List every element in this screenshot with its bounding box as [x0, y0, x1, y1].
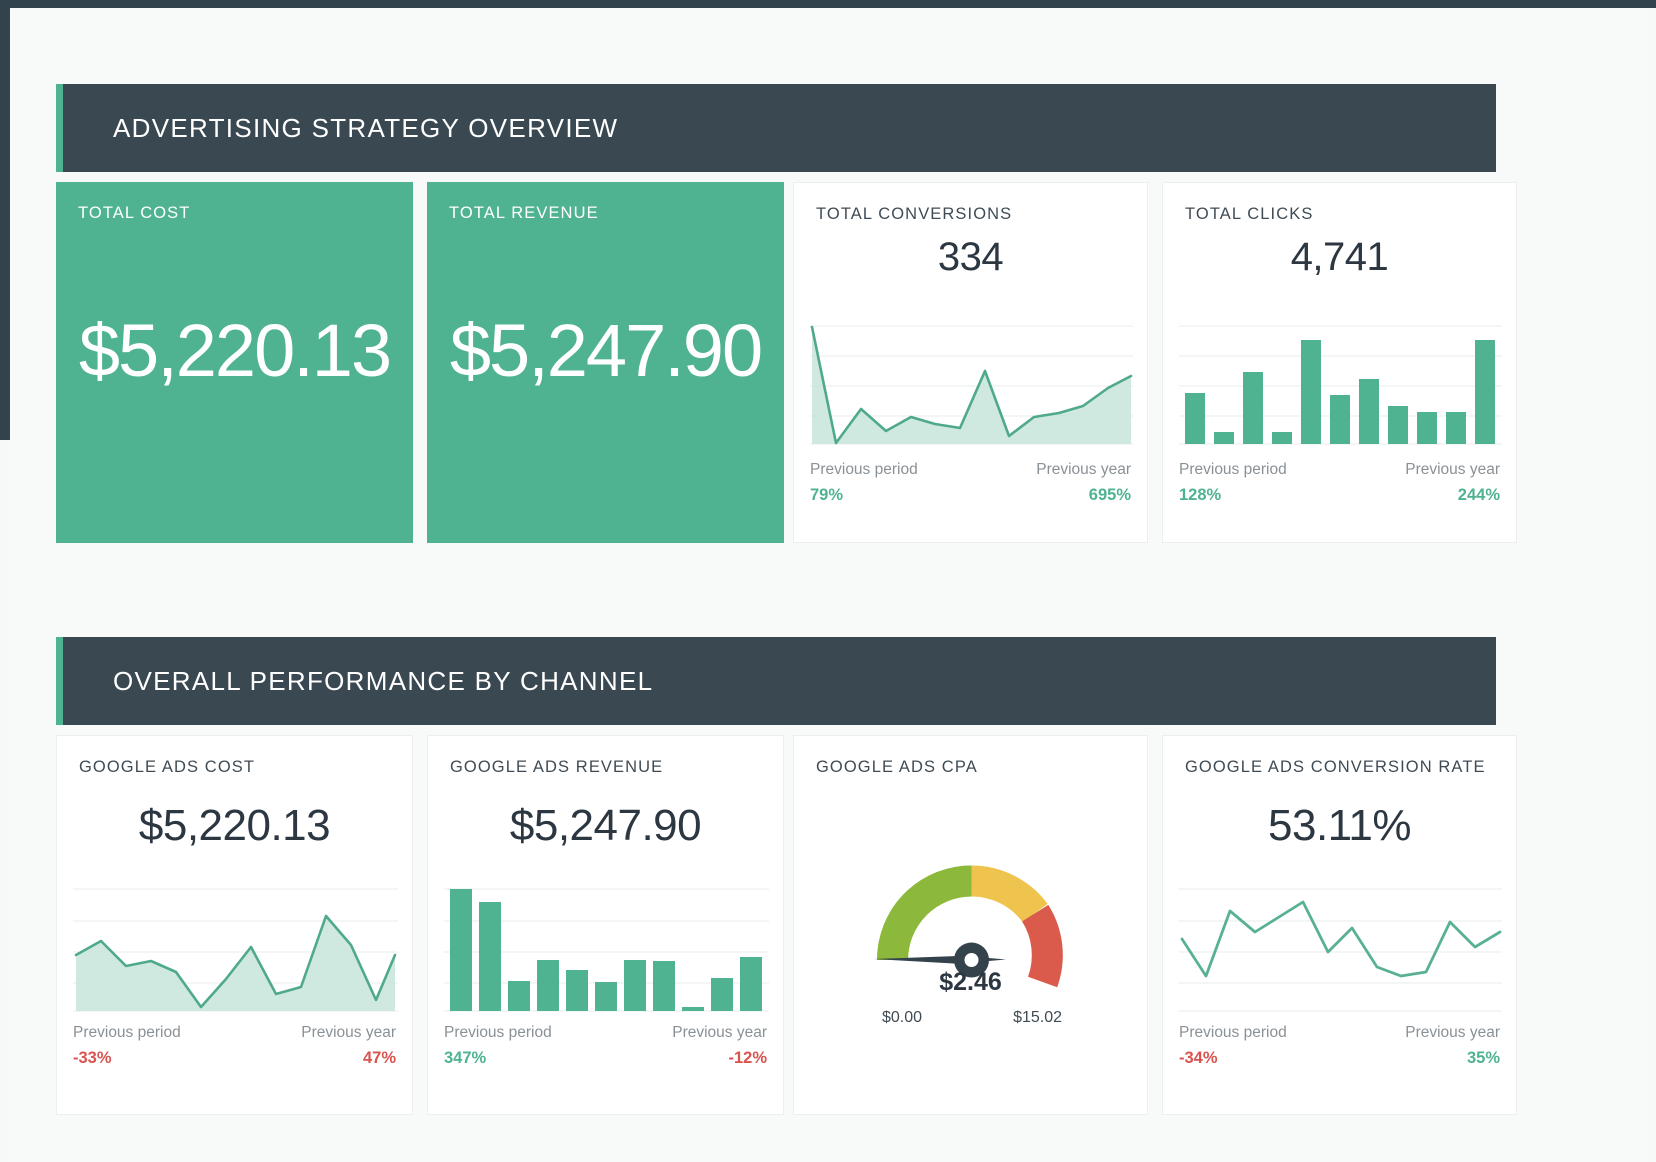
bar-chart-svg: [1179, 325, 1502, 445]
section-accent-bar: [56, 637, 63, 725]
conversion-rate-line-chart: [1179, 884, 1502, 1014]
gridlines: [1179, 888, 1502, 1012]
previous-year-label: Previous year: [672, 1024, 767, 1041]
previous-period-block: Previous period 79%: [810, 461, 918, 505]
previous-period-block: Previous period 128%: [1179, 461, 1287, 505]
conversions-area-chart: [810, 321, 1133, 449]
gauge-value-label: $2.46: [939, 968, 1002, 996]
card-total-conversions[interactable]: TOTAL CONVERSIONS 334 Pre: [793, 182, 1148, 543]
previous-period-label: Previous period: [444, 1024, 552, 1041]
gauge-band-green-2: [877, 865, 973, 961]
clicks-comparison-row: Previous period 128% Previous year 244%: [1179, 461, 1500, 505]
previous-period-block: Previous period -33%: [73, 1024, 181, 1068]
card-total-clicks[interactable]: TOTAL CLICKS 4,741: [1162, 182, 1517, 543]
previous-period-value: 347%: [444, 1049, 487, 1067]
card-label: TOTAL COST: [78, 204, 191, 222]
bars: [450, 889, 762, 1011]
previous-year-value: 35%: [1466, 1049, 1500, 1067]
card-label: GOOGLE ADS CPA: [816, 758, 978, 776]
card-value: $5,220.13: [78, 309, 392, 392]
card-value: $5,247.90: [509, 801, 702, 850]
clicks-bar-chart: [1179, 321, 1502, 449]
previous-year-value: 695%: [1088, 486, 1131, 504]
card-label: GOOGLE ADS CONVERSION RATE: [1185, 758, 1486, 776]
bars: [1185, 340, 1495, 444]
previous-period-label: Previous period: [1179, 1024, 1287, 1041]
card-label: GOOGLE ADS REVENUE: [450, 758, 664, 776]
section-header-advertising-strategy: ADVERTISING STRATEGY OVERVIEW: [56, 84, 1496, 172]
previous-period-block: Previous period 347%: [444, 1024, 552, 1068]
card-google-ads-cost[interactable]: GOOGLE ADS COST $5,220.13: [56, 735, 413, 1115]
card-google-ads-cpa[interactable]: GOOGLE ADS CPA: [793, 735, 1148, 1115]
card-value: $5,220.13: [138, 801, 331, 850]
line-chart-svg: [1179, 888, 1502, 1012]
gauge-svg: [874, 865, 1063, 988]
gauge-band-yellow: [970, 865, 1048, 923]
previous-period-label: Previous period: [73, 1024, 181, 1041]
card-google-ads-conversion-rate[interactable]: GOOGLE ADS CONVERSION RATE 53.11% Pr: [1162, 735, 1517, 1115]
previous-year-value: 244%: [1457, 486, 1500, 504]
card-label: TOTAL CONVERSIONS: [816, 205, 1013, 223]
previous-year-block: Previous year 47%: [301, 1024, 396, 1068]
google-ads-cost-area-chart: [73, 884, 398, 1014]
previous-period-label: Previous period: [1179, 461, 1287, 478]
gauge-max-label: $15.02: [1013, 1009, 1062, 1026]
previous-year-label: Previous year: [301, 1024, 396, 1041]
gauge-min-label: $0.00: [882, 1009, 923, 1026]
previous-period-label: Previous period: [810, 461, 918, 478]
card-value: 53.11%: [1268, 801, 1411, 850]
gauge-needle: [874, 942, 1006, 978]
previous-year-block: Previous year -12%: [672, 1024, 767, 1068]
previous-period-value: 79%: [810, 486, 844, 504]
previous-year-label: Previous year: [1405, 461, 1500, 478]
card-label: GOOGLE ADS COST: [79, 758, 256, 776]
section-header-overall-performance: OVERALL PERFORMANCE BY CHANNEL: [56, 637, 1496, 725]
area-chart-svg: [810, 325, 1133, 445]
left-dark-edge: [0, 8, 10, 440]
card-label: TOTAL REVENUE: [449, 204, 599, 222]
gauge-band-red: [1021, 904, 1063, 988]
previous-year-block: Previous year 695%: [1036, 461, 1131, 505]
card-label: TOTAL CLICKS: [1185, 205, 1314, 223]
bar-chart-svg: [444, 888, 769, 1012]
card-google-ads-revenue[interactable]: GOOGLE ADS REVENUE $5,247.90: [427, 735, 784, 1115]
card-total-revenue[interactable]: TOTAL REVENUE $5,247.90: [427, 182, 784, 543]
section-accent-bar: [56, 84, 63, 172]
area-fill: [76, 916, 395, 1011]
dashboard-canvas: ADVERTISING STRATEGY OVERVIEW TOTAL COST…: [10, 8, 1646, 1162]
section-title: OVERALL PERFORMANCE BY CHANNEL: [113, 665, 654, 696]
section-title: ADVERTISING STRATEGY OVERVIEW: [113, 112, 619, 143]
gauge-minmax-row: $0.00 $15.02: [882, 1009, 1062, 1027]
previous-year-block: Previous year 35%: [1405, 1024, 1500, 1068]
previous-period-value: 128%: [1179, 486, 1222, 504]
trend-line: [1180, 900, 1502, 978]
previous-year-block: Previous year 244%: [1405, 461, 1500, 505]
previous-year-value: -12%: [728, 1049, 767, 1067]
previous-period-value: -33%: [73, 1049, 112, 1067]
cost-comparison-row: Previous period -33% Previous year 47%: [73, 1024, 396, 1068]
previous-period-value: -34%: [1179, 1049, 1218, 1067]
previous-year-value: 47%: [362, 1049, 396, 1067]
previous-year-label: Previous year: [1036, 461, 1131, 478]
card-value: $5,247.90: [449, 309, 763, 392]
google-ads-revenue-bar-chart: [444, 884, 769, 1014]
conversion-rate-comparison-row: Previous period -34% Previous year 35%: [1179, 1024, 1500, 1068]
previous-year-label: Previous year: [1405, 1024, 1500, 1041]
top-strip: [0, 0, 1656, 8]
previous-period-block: Previous period -34%: [1179, 1024, 1287, 1068]
card-total-cost[interactable]: TOTAL COST $5,220.13: [56, 182, 413, 543]
card-value: 4,741: [1290, 235, 1389, 279]
cpa-gauge-chart: [794, 792, 1147, 1007]
area-line: [74, 914, 397, 1009]
area-chart-svg: [73, 888, 398, 1012]
conversions-comparison-row: Previous period 79% Previous year 695%: [810, 461, 1131, 505]
revenue-comparison-row: Previous period 347% Previous year -12%: [444, 1024, 767, 1068]
card-value: 334: [937, 235, 1004, 279]
area-line: [810, 325, 1133, 445]
